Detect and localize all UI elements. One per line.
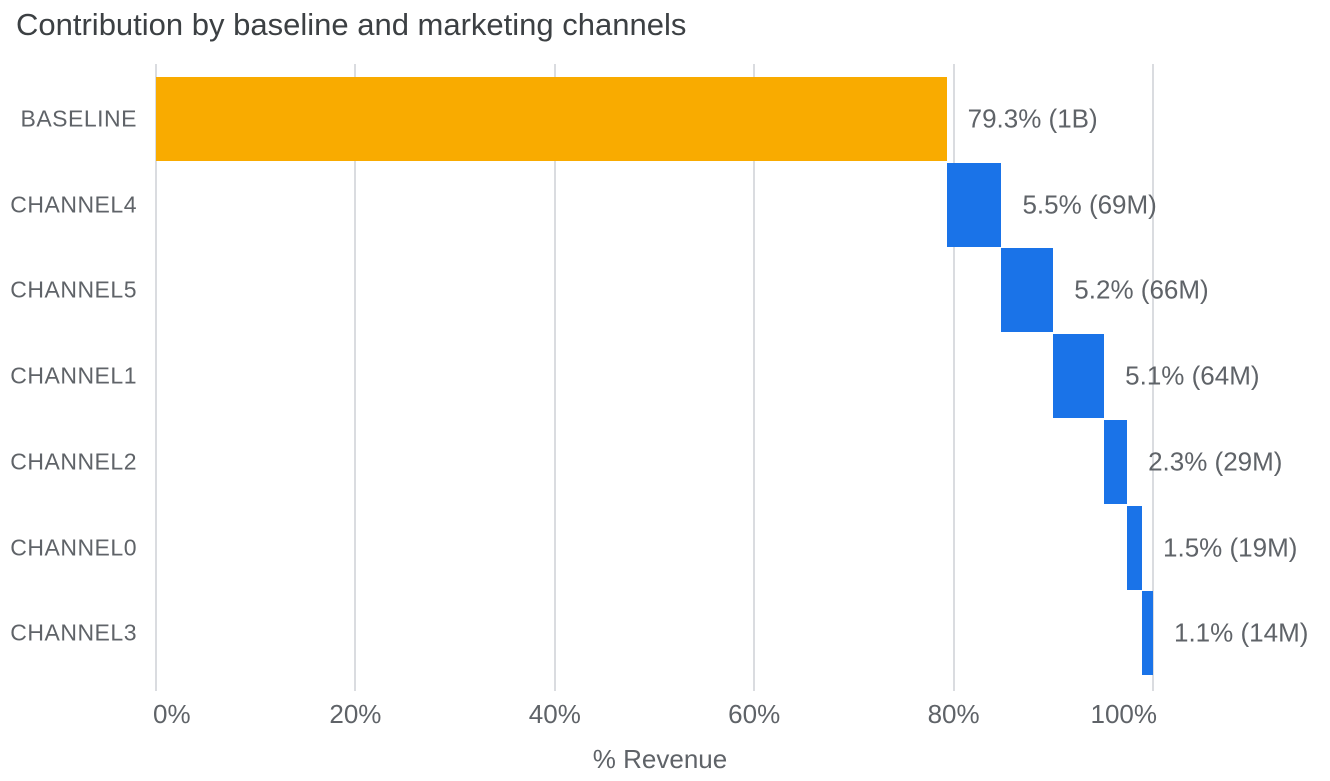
- bar-channel5[interactable]: [1001, 248, 1054, 333]
- x-tick-0%: [155, 679, 157, 691]
- bar-channel0[interactable]: [1127, 505, 1143, 590]
- value-label-channel3: 1.1% (14M): [1174, 617, 1309, 648]
- gridline-0%: [155, 64, 157, 679]
- x-tick-100%: [1152, 679, 1154, 691]
- x-tick-60%: [753, 679, 756, 691]
- value-label-channel4: 5.5% (69M): [1022, 189, 1157, 220]
- value-label-baseline: 79.3% (1B): [967, 103, 1098, 134]
- category-label-baseline: BASELINE: [20, 105, 137, 132]
- value-label-channel0: 1.5% (19M): [1163, 532, 1298, 562]
- bar-channel2[interactable]: [1104, 419, 1128, 504]
- category-label-channel4: CHANNEL4: [10, 191, 137, 218]
- value-label-channel1: 5.1% (64M): [1125, 360, 1260, 391]
- value-label-channel2: 2.3% (29M): [1148, 446, 1283, 477]
- x-tick-label-20%: 20%: [329, 699, 382, 729]
- x-tick-label-100%: 100%: [1090, 699, 1158, 729]
- x-tick-label-0%: 0%: [153, 699, 191, 729]
- x-tick-80%: [952, 679, 955, 691]
- gridline-60%: [753, 64, 756, 679]
- x-tick-label-80%: 80%: [927, 699, 980, 729]
- category-label-channel5: CHANNEL5: [10, 276, 137, 303]
- gridline-20%: [354, 64, 357, 679]
- bar-channel3[interactable]: [1142, 591, 1153, 676]
- gridline-80%: [952, 64, 955, 679]
- x-tick-label-40%: 40%: [528, 699, 581, 729]
- category-label-channel3: CHANNEL3: [10, 619, 137, 646]
- chart-title: Contribution by baseline and marketing c…: [16, 7, 687, 42]
- x-tick-label-60%: 60%: [728, 699, 781, 729]
- category-label-channel2: CHANNEL2: [10, 448, 137, 475]
- bar-channel4[interactable]: [946, 162, 1002, 247]
- bar-baseline[interactable]: [156, 77, 947, 161]
- x-tick-20%: [354, 679, 357, 691]
- bar-channel1[interactable]: [1053, 334, 1105, 419]
- category-label-channel0: CHANNEL0: [10, 534, 137, 560]
- value-label-channel5: 5.2% (66M): [1074, 274, 1209, 305]
- gridline-100%: [1152, 64, 1154, 679]
- category-label-channel1: CHANNEL1: [10, 362, 137, 389]
- x-axis-title: % Revenue: [592, 744, 728, 774]
- gridline-40%: [553, 64, 556, 679]
- x-tick-40%: [553, 679, 556, 691]
